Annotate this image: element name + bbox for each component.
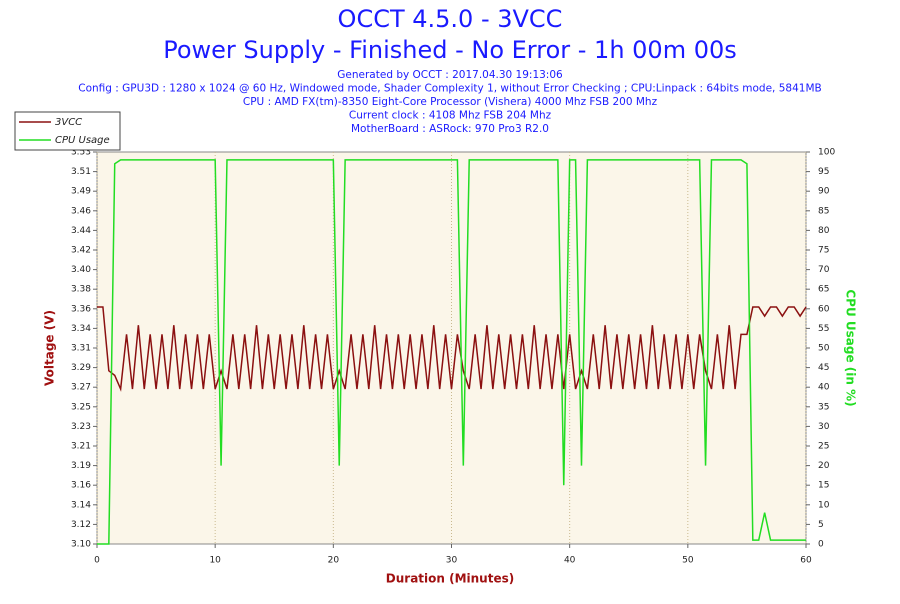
y-tick-label: 3.25 xyxy=(71,402,91,412)
y2-tick-label: 75 xyxy=(818,246,829,256)
y-axis-label: Voltage (V) xyxy=(43,310,57,386)
info-line: Config : GPU3D : 1280 x 1024 @ 60 Hz, Wi… xyxy=(78,83,821,95)
x-axis-label: Duration (Minutes) xyxy=(386,572,514,586)
y2-tick-label: 15 xyxy=(818,481,829,491)
y2-tick-label: 30 xyxy=(818,422,830,432)
y-tick-label: 3.46 xyxy=(71,206,91,216)
legend-box xyxy=(14,111,121,151)
x-tick-label: 0 xyxy=(94,556,100,566)
y-tick-label: 3.34 xyxy=(71,324,91,334)
series-line xyxy=(97,159,806,545)
y2-tick-label: 0 xyxy=(818,540,824,550)
y-tick-label: 3.40 xyxy=(71,265,91,275)
y-tick-label: 3.14 xyxy=(71,500,91,510)
info-line: Generated by OCCT : 2017.04.30 19:13:06 xyxy=(337,69,563,81)
y-tick-label: 3.29 xyxy=(71,363,91,373)
y2-tick-label: 90 xyxy=(818,187,830,197)
y2-tick-label: 65 xyxy=(818,285,829,295)
y2-tick-label: 50 xyxy=(818,344,830,354)
y2-tick-label: 60 xyxy=(818,304,830,314)
chart-subtitle: Power Supply - Finished - No Error - 1h … xyxy=(163,36,737,64)
y-tick-label: 3.38 xyxy=(71,285,91,295)
y-tick-label: 3.42 xyxy=(71,246,91,256)
chart-title: OCCT 4.5.0 - 3VCC xyxy=(338,5,563,33)
legend-label: CPU Usage xyxy=(55,135,110,146)
y2-tick-label: 100 xyxy=(818,148,835,158)
y2-tick-label: 80 xyxy=(818,226,830,236)
y-tick-label: 3.51 xyxy=(71,167,91,177)
y-tick-label: 3.27 xyxy=(71,383,91,393)
y-tick-label: 3.10 xyxy=(71,540,91,550)
y-tick-label: 3.49 xyxy=(71,187,91,197)
y2-tick-label: 70 xyxy=(818,265,830,275)
x-tick-label: 30 xyxy=(446,556,458,566)
y2-tick-label: 35 xyxy=(818,402,829,412)
y-tick-label: 3.23 xyxy=(71,422,91,432)
y2-tick-label: 40 xyxy=(818,383,830,393)
info-line: CPU : AMD FX(tm)-8350 Eight-Core Process… xyxy=(243,96,658,108)
y2-tick-label: 10 xyxy=(818,500,830,510)
info-line: Current clock : 4108 Mhz FSB 204 Mhz xyxy=(349,110,552,122)
y2-tick-label: 25 xyxy=(818,442,829,452)
y2-tick-label: 5 xyxy=(818,520,824,530)
x-tick-label: 50 xyxy=(682,556,694,566)
x-tick-label: 60 xyxy=(800,556,812,566)
x-tick-label: 20 xyxy=(328,556,340,566)
y-tick-label: 3.12 xyxy=(71,520,91,530)
y2-tick-label: 55 xyxy=(818,324,829,334)
y-tick-label: 3.16 xyxy=(71,481,91,491)
y2-tick-label: 95 xyxy=(818,167,829,177)
y2-tick-label: 20 xyxy=(818,461,830,471)
x-tick-label: 40 xyxy=(564,556,576,566)
y-tick-label: 3.44 xyxy=(71,226,91,236)
y-tick-label: 3.31 xyxy=(71,344,91,354)
y-tick-label: 3.36 xyxy=(71,304,91,314)
y2-tick-label: 85 xyxy=(818,206,829,216)
y-tick-label: 3.53 xyxy=(71,148,91,158)
y-tick-label: 3.21 xyxy=(71,442,91,452)
y-tick-label: 3.19 xyxy=(71,461,91,471)
info-line: MotherBoard : ASRock: 970 Pro3 R2.0 xyxy=(351,123,549,135)
y2-axis-label: CPU Usage (in %) xyxy=(844,289,858,406)
x-tick-label: 10 xyxy=(209,556,221,566)
series-line xyxy=(97,306,807,392)
legend-label: 3VCC xyxy=(55,117,82,128)
y2-tick-label: 45 xyxy=(818,363,829,373)
